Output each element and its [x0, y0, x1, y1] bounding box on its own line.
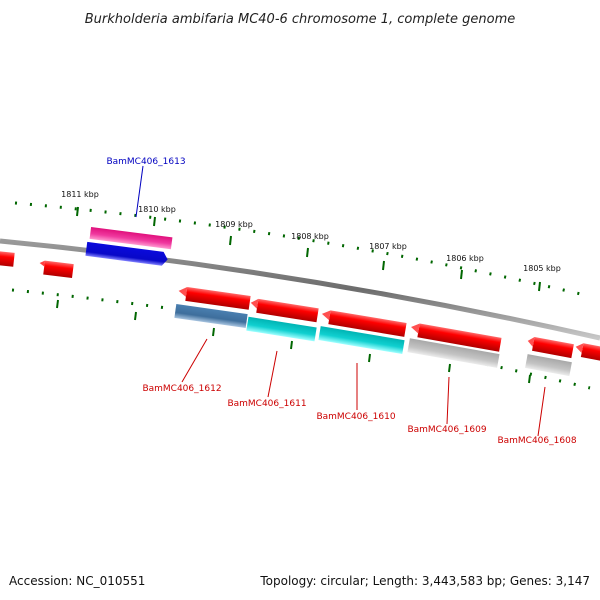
tick-1810: [153, 216, 156, 227]
gene-1609[interactable]: [407, 338, 500, 368]
gene-1612[interactable]: [174, 304, 248, 328]
lower-tick: [212, 327, 215, 337]
tick-1808: [306, 247, 309, 258]
gene-label-1612[interactable]: BamMC406_1612: [142, 384, 221, 394]
gene-label-1609[interactable]: BamMC406_1609: [407, 425, 486, 435]
lower-tick: [56, 299, 59, 309]
gene-left-edge-1[interactable]: [0, 250, 15, 267]
kbp-label-1810: 1810 kbp: [138, 205, 176, 214]
gene-1612-red[interactable]: [177, 286, 251, 310]
gene-1610[interactable]: [318, 326, 405, 355]
label-leaders: [135, 165, 546, 437]
kbp-label-1809: 1809 kbp: [215, 220, 253, 229]
lower-tick-track: [11, 288, 591, 390]
genome-title: Burkholderia ambifaria MC40-6 chromosome…: [85, 12, 515, 27]
lower-tick: [134, 311, 137, 321]
gene-label-1613[interactable]: BamMC406_1613: [106, 157, 185, 167]
tick-1809: [229, 235, 232, 246]
accession-text: Accession: NC_010551: [9, 574, 145, 588]
kbp-label-1808: 1808 kbp: [291, 232, 329, 241]
lower-tick: [368, 353, 371, 363]
genome-backbone: [0, 238, 600, 341]
kbp-label-1805: 1805 kbp: [523, 264, 561, 273]
kbp-label-1807: 1807 kbp: [369, 242, 407, 251]
tick-1807: [382, 260, 385, 271]
gene-label-1610[interactable]: BamMC406_1610: [316, 412, 395, 422]
lower-tick: [528, 374, 531, 384]
gene-label-1611[interactable]: BamMC406_1611: [227, 399, 306, 409]
topology-text: Topology: circular; Length: 3,443,583 bp…: [259, 574, 590, 588]
upper-tick-track: [14, 201, 586, 297]
gene-1610-red[interactable]: [320, 309, 407, 337]
kbp-label-1811: 1811 kbp: [61, 190, 99, 199]
gene-1611[interactable]: [246, 316, 317, 342]
gene-right-edge[interactable]: [574, 342, 600, 362]
gene-left-edge-2[interactable]: [38, 260, 74, 279]
tick-1806: [460, 269, 463, 280]
gene-1609-red[interactable]: [409, 322, 502, 352]
lower-tick: [290, 340, 293, 350]
gene-label-1608[interactable]: BamMC406_1608: [497, 436, 576, 446]
tick-1805: [538, 281, 541, 292]
lower-tick: [448, 363, 451, 373]
gene-1613-pink[interactable]: [89, 226, 173, 250]
gene-1608-red[interactable]: [526, 336, 574, 359]
kbp-label-1806: 1806 kbp: [446, 254, 484, 263]
gene-1613[interactable]: [85, 241, 168, 267]
tick-1811: [76, 206, 79, 217]
gene-1611-red[interactable]: [249, 298, 319, 323]
kbp-labels: 1811 kbp 1810 kbp 1809 kbp 1808 kbp 1807…: [61, 190, 561, 273]
gene-1608[interactable]: [525, 354, 572, 377]
